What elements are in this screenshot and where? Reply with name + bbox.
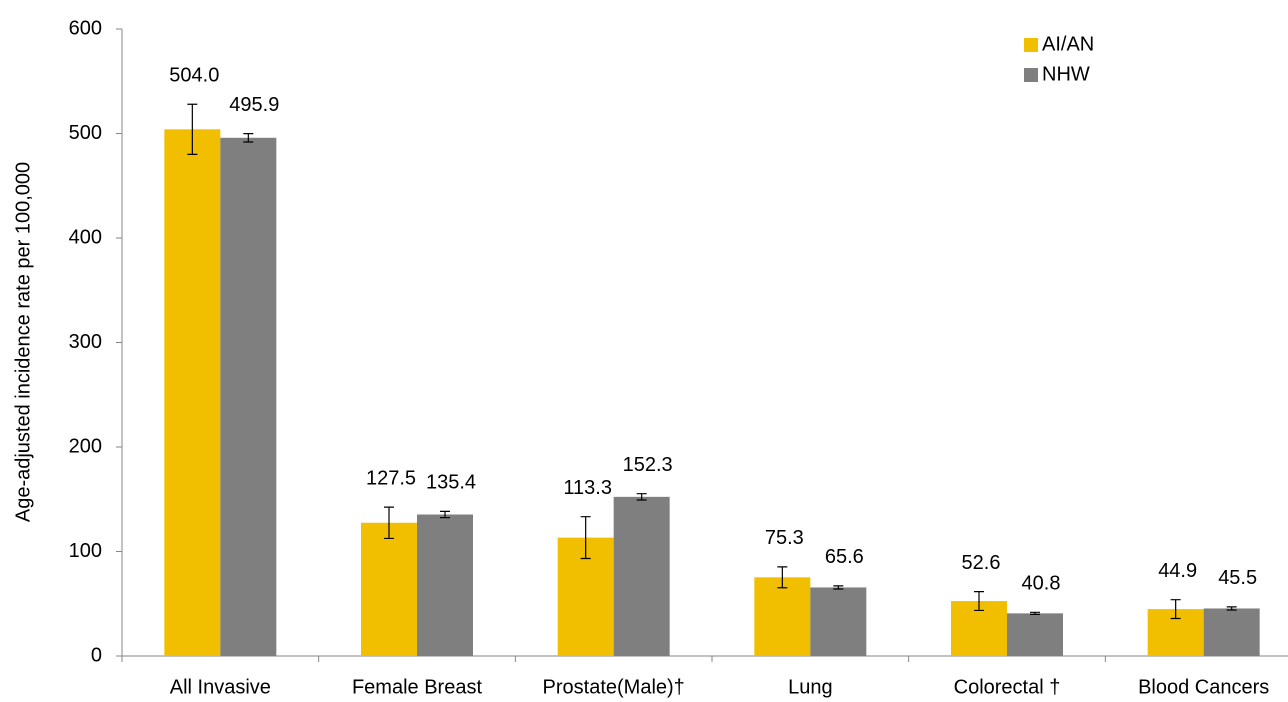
y-tick-label: 100 <box>69 540 102 562</box>
data-label: 45.5 <box>1218 567 1257 589</box>
bar <box>417 514 473 656</box>
data-label: 40.8 <box>1022 573 1061 595</box>
data-label: 52.6 <box>962 552 1001 574</box>
x-tick-label: All Invasive <box>170 676 271 698</box>
legend-swatch <box>1024 38 1038 52</box>
y-tick-label: 300 <box>69 331 102 353</box>
x-tick-label: Lung <box>788 676 833 698</box>
y-tick-label: 400 <box>69 226 102 248</box>
data-label: 495.9 <box>229 94 279 116</box>
data-label: 44.9 <box>1158 560 1197 582</box>
data-label: 113.3 <box>563 477 612 499</box>
bar <box>220 137 277 657</box>
data-label: 135.4 <box>426 472 476 494</box>
x-tick-label: Blood Cancers <box>1138 676 1269 698</box>
error-bar <box>187 103 198 155</box>
data-label: 65.6 <box>825 546 864 568</box>
error-bar <box>384 506 394 540</box>
legend-label: AI/AN <box>1042 33 1094 55</box>
error-bar <box>1170 599 1181 620</box>
data-label: 75.3 <box>765 527 804 549</box>
legend-label: NHW <box>1042 63 1090 85</box>
x-tick-label: Female Breast <box>352 676 482 698</box>
error-bar <box>636 493 647 501</box>
y-axis-label: Age-adjusted incidence rate per 100,000 <box>12 162 34 522</box>
error-bar <box>580 516 591 560</box>
error-bar <box>974 591 984 612</box>
error-bar <box>1030 611 1040 616</box>
error-bar <box>440 510 450 519</box>
legend-swatch <box>1024 68 1038 82</box>
y-tick-label: 500 <box>69 122 102 144</box>
data-label: 127.5 <box>366 467 416 489</box>
x-tick-label: Colorectal † <box>954 676 1061 698</box>
bar <box>613 496 670 656</box>
error-bar <box>777 566 788 589</box>
data-label: 152.3 <box>623 454 673 476</box>
y-tick-label: 600 <box>69 17 102 39</box>
bar <box>754 577 811 656</box>
y-tick-label: 0 <box>91 644 102 666</box>
bar <box>361 522 417 656</box>
error-bar <box>833 585 844 590</box>
error-bar <box>243 133 254 143</box>
error-bar <box>1226 606 1237 611</box>
y-tick-label: 200 <box>69 435 102 457</box>
bar <box>164 129 221 656</box>
data-label: 504.0 <box>169 65 219 87</box>
bar <box>810 587 867 656</box>
x-tick-label: Prostate(Male)† <box>543 676 685 698</box>
bar <box>1203 608 1260 656</box>
bar <box>1007 613 1063 656</box>
